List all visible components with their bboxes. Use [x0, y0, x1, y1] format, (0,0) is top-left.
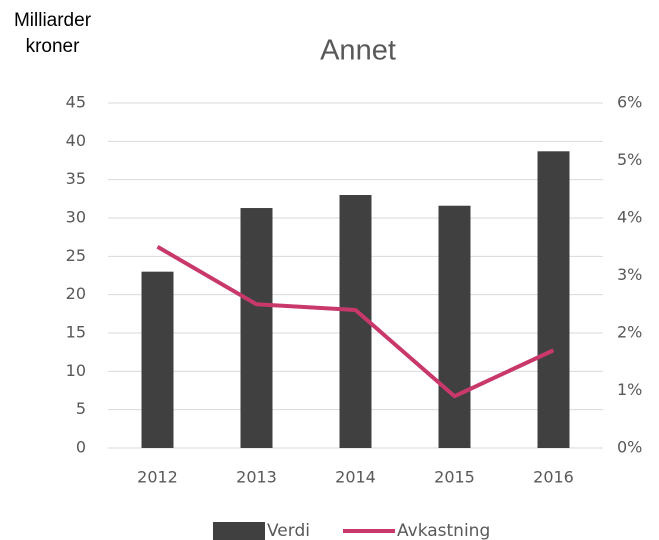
y2-tick-label: 5%	[617, 150, 642, 169]
legend-label: Avkastning	[397, 521, 490, 540]
y-tick-label: 35	[66, 169, 86, 188]
y-tick-label: 20	[66, 284, 86, 303]
y2-tick-label: 0%	[617, 438, 642, 457]
bar	[240, 208, 273, 448]
x-tick-label: 2014	[335, 468, 376, 487]
bar	[141, 271, 174, 448]
y2-tick-label: 1%	[617, 380, 642, 399]
y-tick-label: 5	[76, 399, 86, 418]
y2-tick-label: 3%	[617, 265, 642, 284]
y-tick-label: 30	[66, 208, 86, 227]
y-axis-title: Milliarder kroner	[13, 10, 92, 57]
bar	[438, 205, 471, 448]
legend-swatch	[213, 522, 265, 540]
y2-tick-label: 2%	[617, 323, 642, 342]
y-tick-label: 45	[66, 93, 86, 112]
y-tick-label: 25	[66, 246, 86, 265]
y-tick-label: 40	[66, 131, 86, 150]
x-tick-label: 2013	[236, 468, 277, 487]
x-tick-label: 2015	[434, 468, 475, 487]
line	[156, 245, 555, 399]
y2-tick-label: 6%	[617, 93, 642, 112]
bar	[537, 151, 570, 449]
y-tick-label: 15	[66, 323, 86, 342]
y2-tick-label: 4%	[617, 208, 642, 227]
y-tick-label: 0	[76, 438, 86, 457]
legend-label: Verdi	[267, 521, 310, 540]
x-tick-label: 2012	[137, 468, 178, 487]
y-tick-label: 10	[66, 361, 86, 380]
chart-title: Annet	[320, 35, 396, 67]
x-tick-label: 2016	[533, 468, 574, 487]
